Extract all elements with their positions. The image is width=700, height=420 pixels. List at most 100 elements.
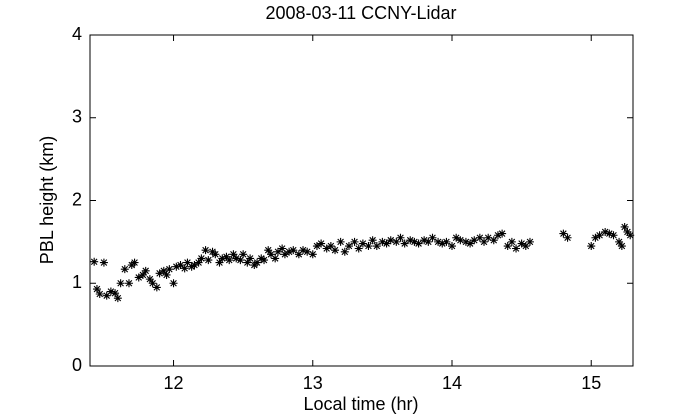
point <box>396 233 405 242</box>
chart-title: 2008-03-11 CCNY-Lidar <box>265 3 456 23</box>
point <box>400 239 409 248</box>
point <box>273 247 282 256</box>
point <box>406 236 415 245</box>
x-axis-label: Local time (hr) <box>303 394 418 414</box>
point <box>414 239 423 248</box>
point <box>176 261 185 270</box>
point <box>303 247 312 256</box>
point <box>317 239 326 248</box>
point <box>623 227 632 236</box>
point <box>271 254 280 263</box>
point <box>138 270 147 279</box>
point <box>264 246 273 255</box>
point <box>442 237 451 246</box>
point <box>130 258 139 267</box>
point <box>165 265 174 274</box>
point <box>503 242 512 251</box>
point <box>428 233 437 242</box>
point <box>299 246 308 255</box>
point <box>169 279 178 288</box>
point <box>626 231 635 240</box>
point <box>124 279 133 288</box>
point <box>563 233 572 242</box>
plot-frame <box>89 34 634 367</box>
point <box>201 246 210 255</box>
point <box>609 231 618 240</box>
point <box>559 229 568 238</box>
point <box>434 237 443 246</box>
point <box>215 258 224 267</box>
point <box>159 266 168 275</box>
point <box>344 242 353 251</box>
point <box>493 231 502 240</box>
point <box>141 266 150 275</box>
point <box>148 279 157 288</box>
x-tick-label: 12 <box>164 373 184 393</box>
point <box>354 244 363 253</box>
point <box>470 236 479 245</box>
point <box>211 250 220 259</box>
point <box>187 262 196 271</box>
point <box>183 258 192 267</box>
point <box>340 247 349 256</box>
point <box>162 270 171 279</box>
point <box>294 250 303 259</box>
y-tick-label: 1 <box>72 272 82 292</box>
point <box>466 239 475 248</box>
x-tick-label: 14 <box>442 373 462 393</box>
point <box>326 242 335 251</box>
point <box>289 246 298 255</box>
point <box>364 242 373 251</box>
point <box>378 237 387 246</box>
point <box>480 237 489 246</box>
point <box>322 244 331 253</box>
point <box>257 254 266 263</box>
point <box>475 233 484 242</box>
point <box>410 237 419 246</box>
y-tick-label: 0 <box>72 355 82 375</box>
point <box>312 242 321 251</box>
point <box>448 242 456 251</box>
y-tick-label: 2 <box>72 189 82 209</box>
point <box>278 244 287 253</box>
point <box>285 247 294 256</box>
point <box>587 242 596 251</box>
point <box>438 239 447 248</box>
point <box>521 242 530 251</box>
point <box>336 237 345 246</box>
point <box>601 227 610 236</box>
point <box>595 231 604 240</box>
point <box>102 291 111 300</box>
point <box>253 258 262 267</box>
point <box>358 239 367 248</box>
point <box>331 246 340 255</box>
point <box>615 237 624 246</box>
point <box>382 239 391 248</box>
point <box>350 237 359 246</box>
point <box>232 254 241 263</box>
point <box>605 229 614 238</box>
point <box>218 254 227 263</box>
point <box>512 244 521 253</box>
point <box>420 236 429 245</box>
point <box>172 262 181 271</box>
x-tick-label: 15 <box>581 373 601 393</box>
point <box>489 236 498 245</box>
point <box>246 254 255 263</box>
point <box>95 290 104 299</box>
point <box>484 233 493 242</box>
y-axis-label: PBL height (km) <box>37 136 57 264</box>
point <box>239 250 248 259</box>
point <box>111 289 120 298</box>
point <box>267 250 275 259</box>
x-tick-label: 13 <box>303 373 323 393</box>
point <box>194 258 203 267</box>
point <box>236 256 245 265</box>
point <box>229 250 238 259</box>
point <box>368 236 377 245</box>
point <box>461 237 470 246</box>
point <box>498 229 507 238</box>
point <box>308 250 317 259</box>
point <box>197 254 206 263</box>
